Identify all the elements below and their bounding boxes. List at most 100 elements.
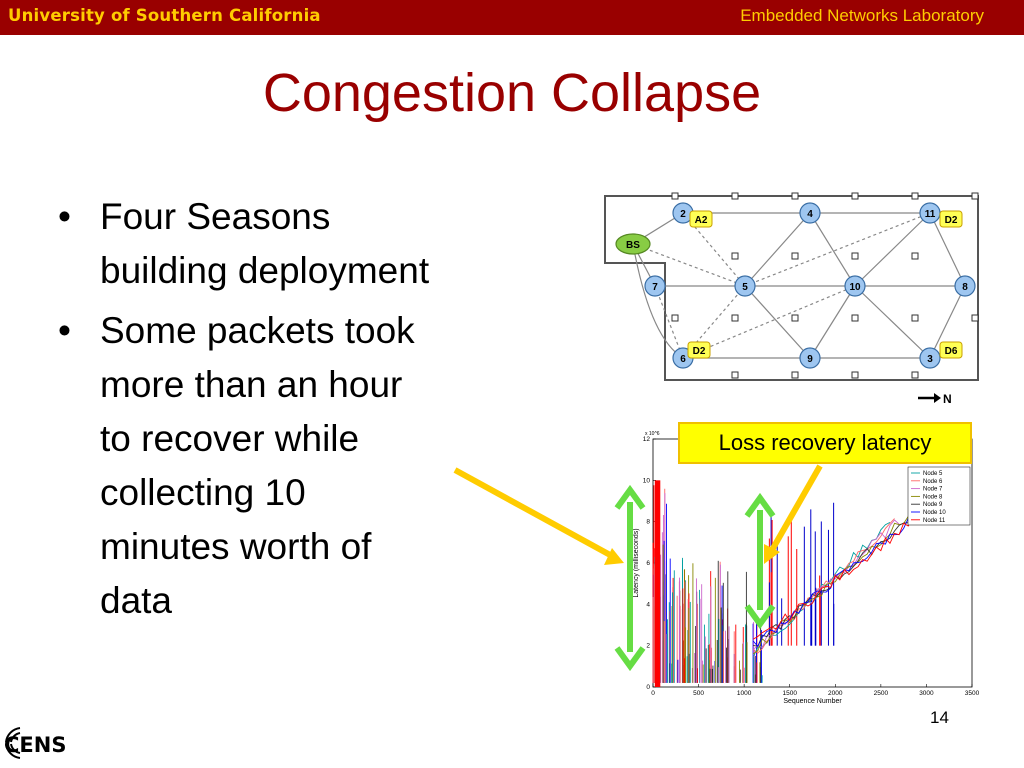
network-link [809,212,856,287]
university-name: University of Southern California [8,6,321,25]
y-tick-label: 4 [646,601,650,608]
node-tag-label: D2 [693,346,706,357]
legend-entry: Node 11 [923,518,946,524]
series-line [753,506,927,640]
cens-logo-text: CENS [4,733,66,757]
x-tick-label: 0 [651,690,655,697]
bullet-line: Four Seasons [100,196,331,237]
bullet-item: • Some packets took more than an hour to… [58,304,528,628]
network-node-label: 3 [927,354,933,365]
sensor-marker [851,371,859,379]
latency-chart: 0 500 1000 1500 2000 2500 3000 3500 0 2 4 6 8 10 12x 1… [633,431,980,705]
network-node: 9 [799,347,821,369]
network-node-label: 10 [849,282,861,293]
network-link [654,285,684,359]
legend-entry: Node 8 [923,494,943,500]
network-node-label: 6 [680,354,686,365]
series-line [752,518,895,654]
network-node-label: 5 [742,282,748,293]
loss-recovery-callout: Loss recovery latency [678,422,972,464]
compass-label: N [943,392,952,406]
network-link [929,285,966,359]
network-node: 7 [644,275,666,297]
bullet-line: collecting 10 [100,472,306,513]
legend-entry: Node 9 [923,502,943,508]
sensor-marker [731,314,739,322]
x-tick-label: 500 [693,690,704,697]
sensor-marker [851,252,859,260]
cens-logo-icon: CENS [4,727,66,759]
network-link [809,285,856,359]
network-node-label: 8 [962,282,968,293]
network-node-label: 2 [680,209,686,220]
sensor-marker [971,192,979,200]
sensor-marker [911,371,919,379]
network-link [744,212,811,287]
x-tick-label: 2500 [874,690,889,697]
network-map: BS 2 4 11 7 5 10 8 6 9 3 A2 D2 D2 D6 N [604,192,979,406]
node-tag: A2 [689,210,713,228]
node-tag: D2 [687,341,711,359]
x-tick-label: 1500 [782,690,797,697]
y-tick-label: 12 [643,436,651,443]
slide-title: Congestion Collapse [262,63,762,123]
sensor-marker [851,192,859,200]
network-node-label: 4 [807,209,813,220]
network-link [682,285,856,359]
bullet-line: building deployment [100,250,430,291]
latency-block [654,480,661,687]
node-tag-label: D6 [945,346,958,357]
y-tick-label: 2 [646,643,650,650]
x-tick-label: 1000 [737,690,752,697]
legend-entry: Node 7 [923,487,943,493]
network-link [854,212,931,287]
network-node: BS [615,233,651,255]
sensor-marker [731,192,739,200]
network-link [632,243,746,287]
sensor-marker [851,314,859,322]
sensor-marker [731,252,739,260]
y-tick-label: 0 [646,684,650,691]
network-link [854,285,931,359]
sensor-marker [791,252,799,260]
lab-name: Embedded Networks Laboratory [740,6,984,25]
sensor-marker [971,314,979,322]
network-node: 10 [844,275,866,297]
bullet-line: data [100,580,173,621]
x-tick-label: 2000 [828,690,843,697]
sensor-marker [911,314,919,322]
network-link [744,285,811,359]
bullet-icon: • [58,196,71,237]
sensor-marker [671,192,679,200]
yellow-arrow-from-callout [764,464,823,564]
sensor-marker [911,192,919,200]
sensor-marker [731,371,739,379]
legend-entry: Node 10 [923,510,946,516]
node-tag-label: D2 [945,215,958,226]
network-link [929,212,966,287]
node-tag: D2 [939,210,963,228]
network-link [682,212,746,287]
x-tick-label: 3500 [965,690,980,697]
y-axis-label: Latency (milliseconds) [633,528,640,597]
sensor-marker [791,192,799,200]
sensor-marker [791,314,799,322]
network-node-label: BS [626,240,640,251]
bullet-list: • Four Seasons building deployment • Som… [58,190,528,634]
green-double-arrow-right [744,492,776,630]
compass-north: N [918,392,952,406]
sensor-marker [791,371,799,379]
legend-entry: Node 5 [923,471,943,477]
network-node-label: 7 [652,282,658,293]
page-number: 14 [930,708,949,727]
yellow-arrow-from-text [453,467,624,565]
x-tick-label: 3000 [919,690,934,697]
y-exponent-label: x 10^6 [645,431,660,437]
y-tick-label: 6 [646,560,650,567]
network-node: 8 [954,275,976,297]
x-axis-label: Sequence Number [783,698,842,705]
bullet-item: • Four Seasons building deployment [58,190,528,298]
bullet-line: to recover while [100,418,360,459]
